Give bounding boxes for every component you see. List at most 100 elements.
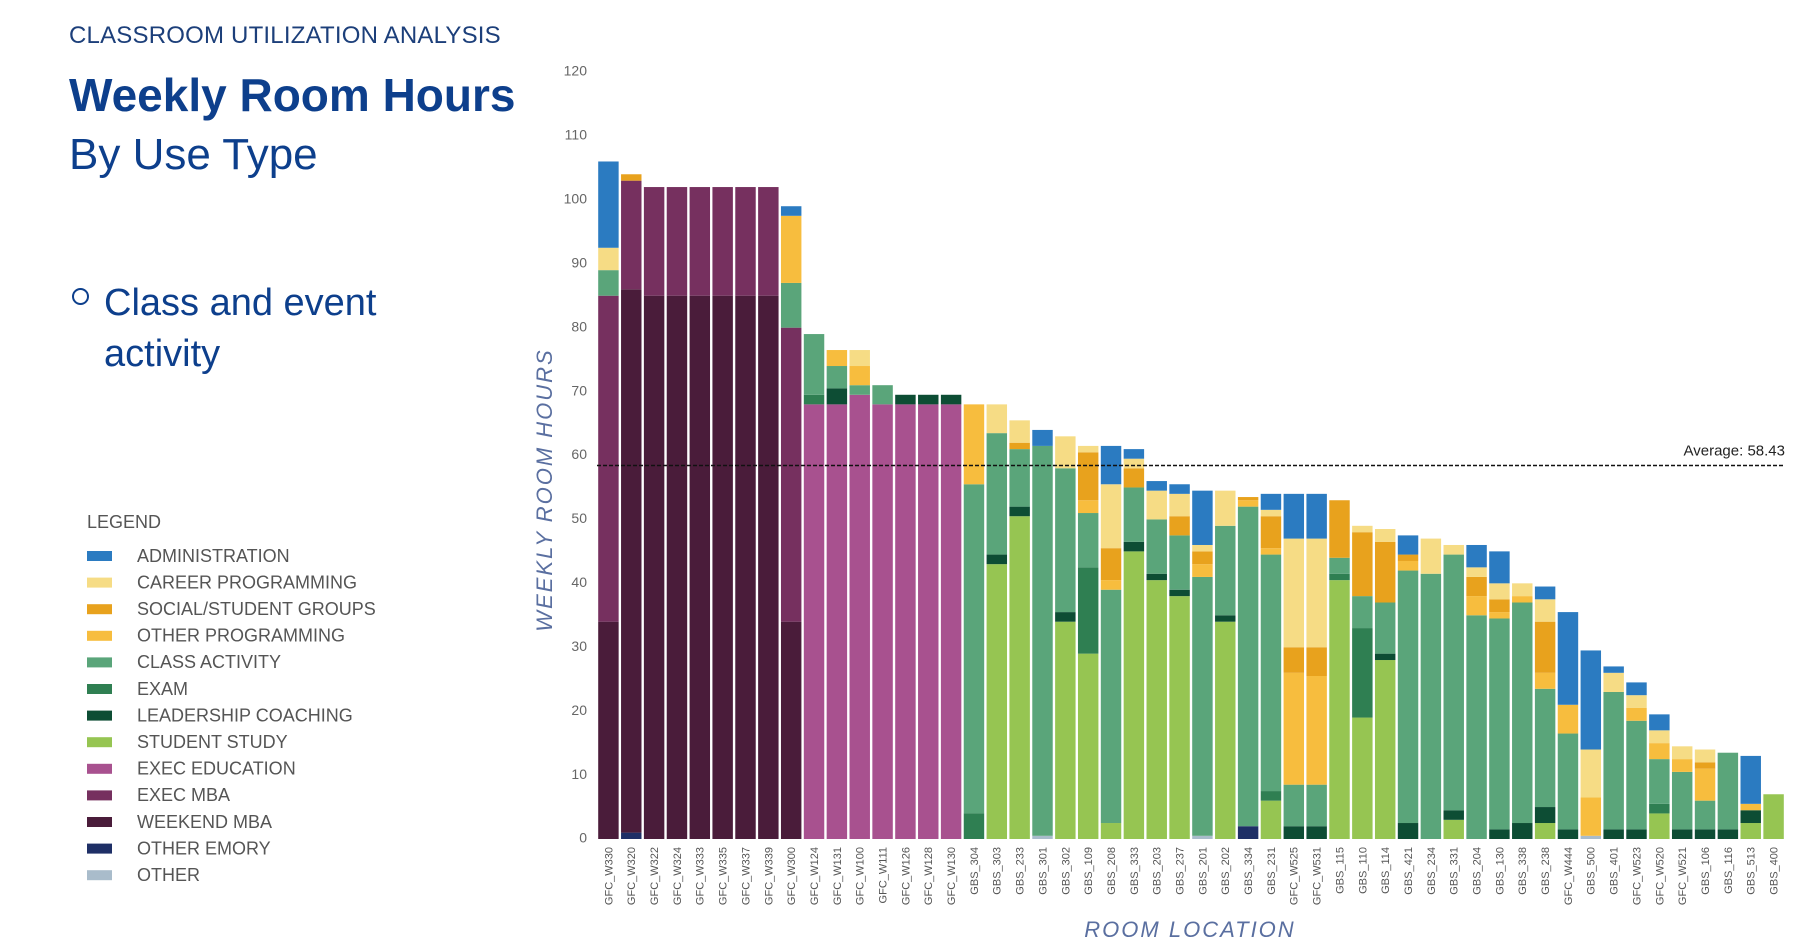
bar-segment (1169, 493, 1190, 517)
bar-segment (1100, 580, 1122, 590)
bar-segment (643, 295, 665, 839)
x-tick-label: GBS_110 (1357, 847, 1369, 894)
bar-segment (598, 621, 619, 839)
bar-segment (1169, 589, 1190, 597)
bar-segment (598, 161, 619, 248)
bar-segment (940, 404, 962, 839)
bar-segment (1443, 819, 1464, 839)
bar-segment (1352, 628, 1373, 718)
x-axis-title: ROOM LOCATION (1084, 917, 1295, 942)
bar-segment (1489, 583, 1510, 600)
bar-segment (1626, 720, 1647, 830)
bar-segment (1489, 551, 1510, 584)
bar-segment (1466, 596, 1487, 616)
x-tick-label: GFC_W335 (718, 847, 730, 905)
bar-segment (1534, 688, 1556, 808)
bar-segment (689, 187, 711, 296)
bar-segment (1557, 612, 1579, 705)
x-tick-label: GBS_204 (1471, 847, 1483, 895)
bar-segment (1306, 676, 1327, 785)
bar-segment (1192, 576, 1213, 836)
x-tick-label: GFC_W339 (763, 847, 775, 905)
bar-segment (1649, 803, 1670, 814)
bar-segment (1512, 823, 1533, 839)
bar-segment (1489, 599, 1510, 613)
y-tick-label: 20 (571, 702, 587, 718)
x-tick-label: GFC_W126 (900, 847, 912, 905)
bar-segment (1260, 516, 1282, 549)
x-tick-label: GBS_331 (1449, 847, 1461, 895)
average-label: Average: 58.43 (1684, 443, 1785, 460)
x-tick-label: GBS_202 (1220, 847, 1232, 895)
x-tick-label: GBS_233 (1015, 847, 1027, 895)
x-tick-label: GFC_W531 (1312, 847, 1324, 905)
bar-segment (666, 295, 688, 839)
bar-segment (803, 334, 825, 395)
bar-segment (1580, 650, 1602, 750)
bar-segment (1352, 525, 1373, 533)
y-tick-label: 60 (571, 446, 587, 462)
legend-label: WEEKEND MBA (137, 812, 272, 832)
x-tick-label: GBS_116 (1723, 847, 1735, 894)
bar-segment (1100, 445, 1122, 485)
bar-segment (1169, 516, 1190, 536)
bar-segment (1512, 602, 1533, 824)
bar-segment (1123, 458, 1145, 469)
bar-segment (1534, 823, 1556, 839)
bar-segment (1077, 445, 1099, 453)
bar-segment (1649, 743, 1670, 760)
bar-segment (1397, 535, 1419, 555)
legend-label: CAREER PROGRAMMING (137, 572, 357, 592)
bar-segment (1649, 714, 1670, 731)
legend-swatch (87, 630, 112, 641)
bar-segment (1055, 612, 1076, 622)
bar-segment (1009, 506, 1030, 517)
bar-segment (1100, 589, 1122, 824)
x-tick-label: GFC_W521 (1677, 847, 1689, 905)
y-axis-title: WEEKLY ROOM HOURS (532, 348, 557, 631)
bar-segment (780, 621, 802, 839)
bar-segment (1671, 759, 1693, 772)
x-tick-label: GBS_513 (1746, 847, 1758, 895)
bar-segment (758, 187, 779, 296)
bar-segment (1215, 615, 1236, 622)
y-tick-label: 80 (571, 318, 587, 334)
bar-segment (689, 295, 711, 839)
bar-segment (803, 394, 825, 405)
legend-label: EXAM (137, 679, 188, 699)
bar-segment (1397, 560, 1419, 571)
bar-segment (1534, 599, 1556, 622)
bar-segment (1489, 829, 1510, 839)
bar-segment (826, 366, 848, 389)
x-tick-label: GFC_W322 (649, 847, 661, 905)
bar-segment (1260, 554, 1282, 792)
bar-segment (872, 385, 893, 405)
legend-swatch (87, 657, 112, 668)
bar-segment (1694, 762, 1716, 769)
bar-segment (986, 404, 1008, 434)
bar-segment (986, 564, 1008, 839)
bar-segment (803, 404, 825, 839)
bar-segment (1694, 768, 1716, 801)
legend-swatch (87, 604, 112, 615)
bar-segment (1077, 513, 1099, 568)
bar-segment (826, 350, 848, 367)
bar-segment (1306, 784, 1327, 827)
bar-segment (780, 215, 802, 283)
bar-segment (1694, 829, 1716, 839)
y-tick-label: 50 (571, 510, 587, 526)
bar-segment (1443, 544, 1464, 555)
bar-segment (1557, 733, 1579, 830)
bar-segment (1374, 660, 1396, 839)
bar-segment (1329, 500, 1350, 558)
bar-segment (1352, 596, 1373, 629)
bar-segment (1169, 484, 1190, 494)
bar-segment (1169, 596, 1190, 839)
bar-segment (1123, 487, 1145, 542)
x-tick-label: GBS_400 (1768, 847, 1780, 895)
bar-segment (1603, 691, 1624, 830)
bar-segment (1237, 500, 1259, 507)
y-tick-label: 10 (571, 766, 587, 782)
